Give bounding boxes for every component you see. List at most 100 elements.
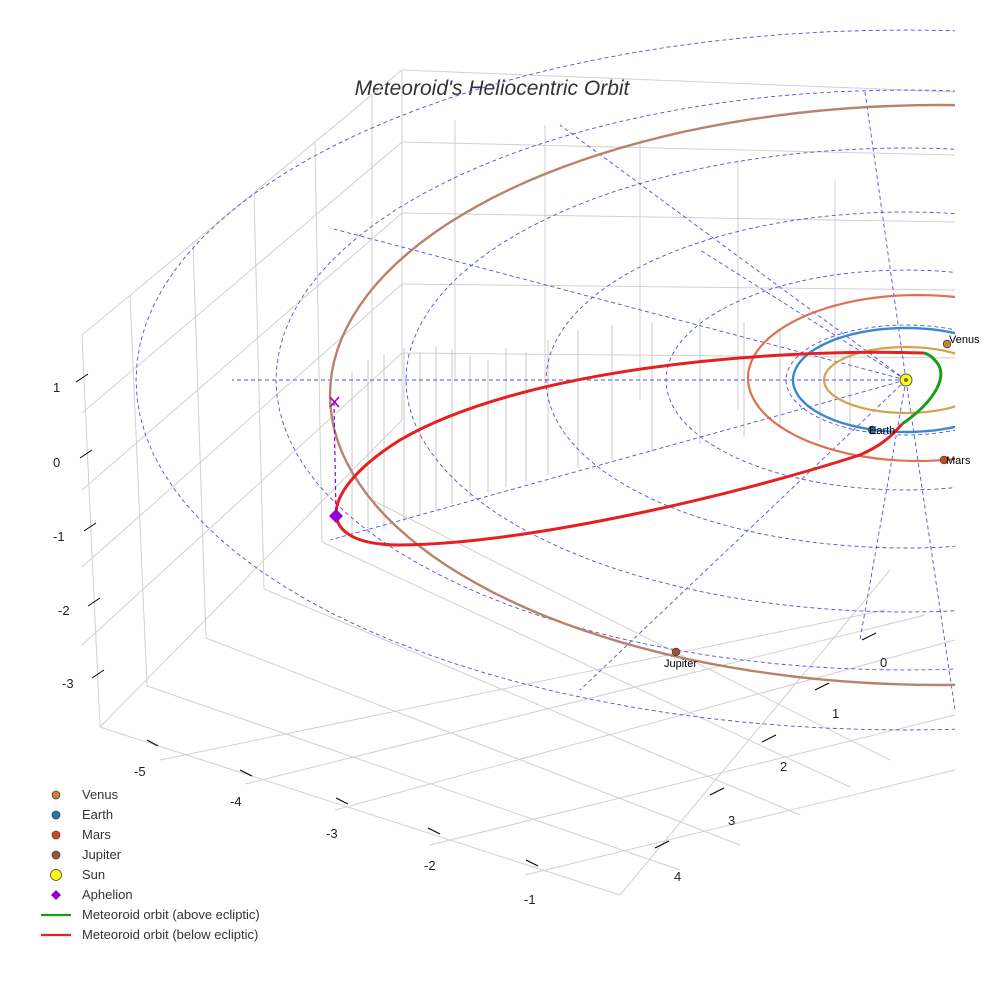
grid-line [334, 639, 956, 811]
z-tick-mark [87, 597, 101, 607]
y-tick-label: 2 [780, 759, 787, 774]
grid-line [81, 141, 403, 414]
x-tick-mark [239, 769, 253, 777]
y-tick-mark [861, 632, 877, 641]
grid-line [314, 142, 323, 543]
z-tick-mark [75, 373, 89, 383]
x-tick-label: -3 [326, 826, 338, 841]
planet-earth [867, 425, 877, 435]
orbit-jupiter [328, 103, 955, 687]
x-tick-mark [427, 827, 441, 835]
aphelion-diamond [329, 509, 343, 523]
x-tick-mark [525, 859, 539, 867]
meteoroid-orbit-above [901, 351, 943, 426]
y-tick-mark [814, 682, 830, 691]
z-tick-mark [83, 522, 97, 532]
z-tick-mark [79, 449, 93, 459]
x-axis: -5 -4 -3 -2 -1 [134, 739, 539, 907]
legend-label: Mars [82, 827, 111, 842]
y-tick-label: 4 [674, 869, 681, 884]
sun-marker [899, 373, 913, 387]
legend-swatch [51, 890, 61, 900]
orbit-earth [791, 326, 955, 434]
grid-line [401, 283, 956, 291]
planet-label-mars: Mars [946, 455, 971, 467]
grid-line [99, 726, 621, 896]
x-tick-label: -5 [134, 764, 146, 779]
polar-grid-spoke [579, 379, 907, 691]
grid-line [81, 69, 403, 336]
axis-box-grid [81, 69, 956, 896]
planet-label-venus: Venus [949, 334, 980, 346]
orbit-venus [822, 345, 955, 415]
legend-label: Jupiter [82, 847, 122, 862]
grid-line [619, 569, 891, 896]
y-axis: 0 1 2 3 4 [654, 632, 887, 884]
meteoroid-orbit-below [334, 350, 925, 547]
z-tick-label: 0 [53, 455, 60, 470]
z-tick-label: -1 [53, 529, 65, 544]
grid-line [129, 295, 148, 687]
polar-grid-spoke [864, 91, 907, 381]
legend-label: Sun [82, 867, 105, 882]
aphelion-group [329, 396, 343, 523]
grid-line [429, 714, 956, 846]
polar-grid-ring [135, 29, 955, 731]
legend-swatch [51, 830, 61, 840]
y-tick-label: 3 [728, 813, 735, 828]
x-tick-label: -1 [524, 892, 536, 907]
grid-line [321, 541, 851, 788]
ecliptic-polar-grid [135, 29, 955, 731]
grid-line [371, 499, 891, 761]
legend-label: Venus [82, 787, 119, 802]
grid-line [524, 769, 956, 876]
grid-line [401, 352, 956, 359]
chart-legend: Venus Earth Mars Jupiter Sun Aphelion Meteoroi… [41, 787, 260, 942]
planet-label-jupiter: Jupiter [664, 658, 697, 670]
grid-line [401, 141, 956, 156]
grid-line [81, 283, 403, 568]
planet-orbits [328, 103, 955, 687]
grid-line [244, 614, 926, 785]
z-tick-label: -2 [58, 603, 70, 618]
sun-core [904, 378, 908, 382]
z-tick-mark [91, 669, 105, 679]
planet-jupiter [671, 647, 681, 657]
grid-line [99, 419, 403, 728]
grid-line [253, 192, 265, 590]
x-tick-label: -4 [230, 794, 242, 809]
y-tick-mark [654, 840, 670, 849]
z-axis: 1 0 -1 -2 -3 [53, 373, 105, 691]
grid-line [81, 212, 403, 491]
grid-line [159, 609, 886, 761]
legend-label: Earth [82, 807, 113, 822]
grid-line [263, 588, 801, 816]
polar-grid-spoke [699, 249, 907, 381]
orbit-mars [746, 293, 955, 463]
legend-swatch [51, 790, 61, 800]
legend-swatch [50, 869, 62, 881]
polar-grid-spoke [559, 124, 907, 381]
y-tick-label: 0 [880, 655, 887, 670]
grid-line [192, 242, 207, 639]
grid-line [401, 69, 956, 93]
polar-grid-spoke [859, 379, 907, 641]
legend-swatch [51, 850, 61, 860]
z-tick-label: 1 [53, 380, 60, 395]
y-tick-mark [761, 734, 777, 743]
chart-title: Meteoroid's Heliocentric Orbit [355, 77, 631, 100]
y-tick-label: 1 [832, 706, 839, 721]
grid-line [81, 352, 403, 646]
aphelion-dropline [333, 401, 337, 517]
x-tick-label: -2 [424, 858, 436, 873]
planet-mars [939, 455, 949, 465]
legend-label: Meteoroid orbit (above ecliptic) [82, 907, 260, 922]
legend-swatch [51, 810, 61, 820]
planets: Venus Earth Mars Jupiter [664, 334, 980, 670]
planet-label-earth: Earth [869, 425, 895, 437]
meteoroid-orbit [334, 350, 943, 547]
x-tick-mark [146, 739, 159, 747]
aphelion-projection-x [329, 396, 340, 408]
planet-venus [942, 339, 952, 349]
